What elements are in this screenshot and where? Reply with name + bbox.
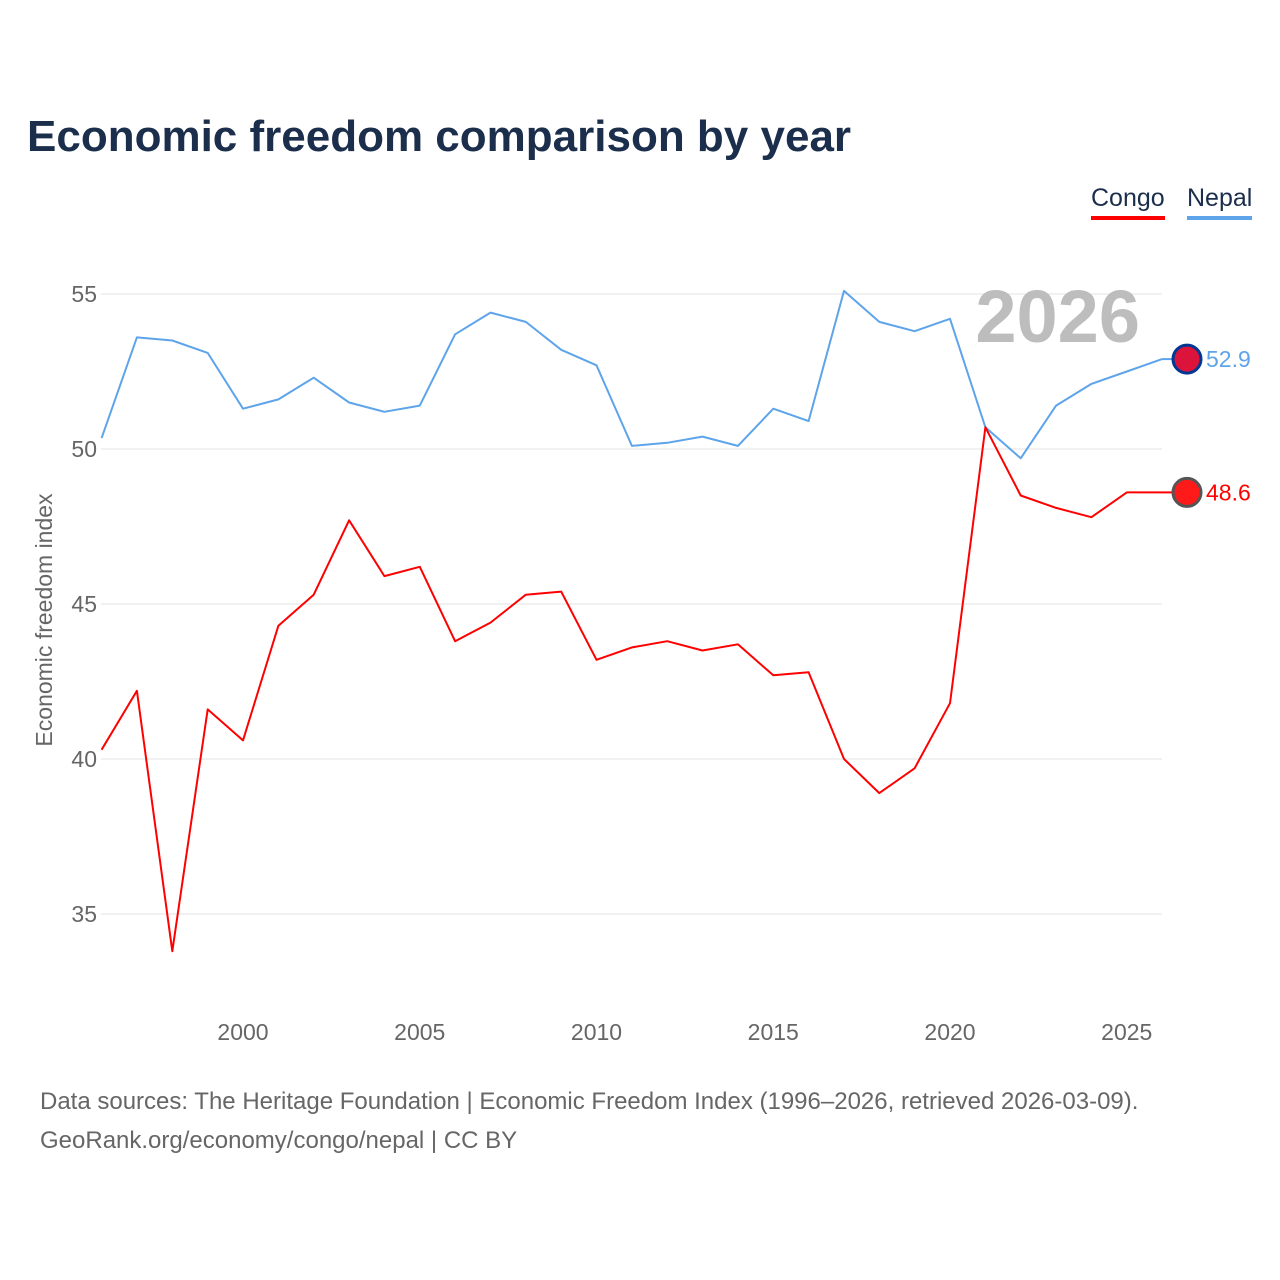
y-tick-label: 35 <box>71 901 97 927</box>
x-tick-label: 2005 <box>394 1019 445 1045</box>
x-tick-label: 2015 <box>748 1019 799 1045</box>
y-tick-label: 55 <box>71 281 97 307</box>
year-watermark: 2026 <box>975 275 1140 358</box>
series-line-congo <box>100 426 1163 953</box>
y-tick-label: 40 <box>71 746 97 772</box>
end-value-label: 48.6 <box>1206 479 1251 505</box>
source-line-2: GeoRank.org/economy/congo/nepal | CC BY <box>40 1127 518 1154</box>
y-axis-label: Economic freedom index <box>31 493 57 747</box>
flag-icon-congo <box>1171 476 1203 508</box>
chart-title: Economic freedom comparison by year <box>27 112 852 161</box>
x-tick-label: 2025 <box>1101 1019 1152 1045</box>
x-tick-label: 2020 <box>924 1019 975 1045</box>
y-tick-label: 50 <box>71 436 97 462</box>
x-tick-label: 2010 <box>571 1019 622 1045</box>
x-tick-label: 2000 <box>217 1019 268 1045</box>
end-value-label: 52.9 <box>1206 346 1251 372</box>
y-tick-label: 45 <box>71 591 97 617</box>
legend-congo[interactable]: Congo <box>1091 184 1165 220</box>
legend-nepal[interactable]: Nepal <box>1187 184 1253 220</box>
source-line-1: Data sources: The Heritage Foundation | … <box>40 1088 1139 1115</box>
flag-icon-nepal <box>1171 343 1203 375</box>
